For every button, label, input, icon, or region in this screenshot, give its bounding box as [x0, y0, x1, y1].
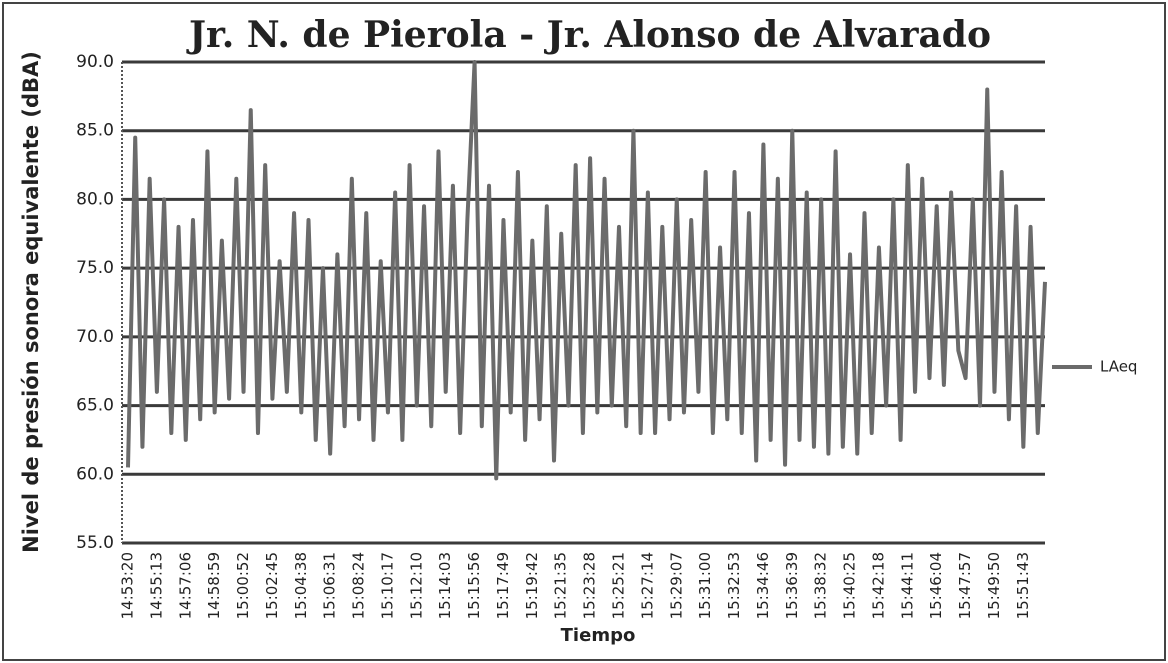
x-tick-label: 15:40:25	[841, 552, 859, 619]
y-tick-label: 90.0	[76, 52, 114, 72]
x-tick-label: 15:42:18	[869, 552, 887, 619]
x-axis-label: Tiempo	[561, 625, 636, 646]
y-tick-label: 80.0	[76, 189, 114, 209]
x-tick-label: 15:38:32	[812, 552, 830, 619]
legend-label: LAeq	[1100, 358, 1137, 376]
x-tick-label: 15:27:14	[638, 552, 656, 619]
y-tick-label: 75.0	[76, 258, 114, 278]
x-tick-label: 15:32:53	[725, 552, 743, 619]
chart-title: Jr. N. de Pierola - Jr. Alonso de Alvara…	[186, 14, 991, 56]
x-tick-label: 15:17:49	[494, 552, 512, 619]
y-tick-label: 60.0	[76, 464, 114, 484]
x-tick-label: 15:25:21	[609, 552, 627, 619]
y-tick-label: 55.0	[76, 533, 114, 553]
x-tick-label: 15:51:43	[1014, 552, 1032, 619]
x-tick-label: 15:02:45	[263, 552, 281, 619]
x-tick-label: 15:36:39	[783, 552, 801, 619]
x-tick-label: 15:21:35	[552, 552, 570, 619]
x-tick-label: 15:12:10	[407, 552, 425, 619]
y-tick-label: 85.0	[76, 121, 114, 141]
x-tick-label: 15:34:46	[754, 552, 772, 619]
x-tick-label: 15:49:50	[985, 552, 1003, 619]
y-tick-label: 70.0	[76, 327, 114, 347]
x-tick-label: 15:23:28	[581, 552, 599, 619]
x-tick-label: 14:55:13	[147, 552, 165, 619]
x-tick-label: 15:29:07	[667, 552, 685, 619]
x-tick-label: 15:15:56	[465, 552, 483, 619]
x-tick-label: 15:08:24	[350, 552, 368, 619]
data-line	[126, 60, 1047, 481]
x-tick-label: 15:31:00	[696, 552, 714, 619]
x-tick-label: 14:57:06	[176, 552, 194, 619]
x-tick-label: 15:06:31	[321, 552, 339, 619]
x-tick-label: 15:14:03	[436, 552, 454, 619]
x-tick-label: 15:19:42	[523, 552, 541, 619]
x-tick-label: 15:04:38	[292, 552, 310, 619]
x-tick-label: 15:47:57	[956, 552, 974, 619]
x-tick-label: 14:58:59	[205, 552, 223, 619]
x-tick-label: 14:53:20	[119, 552, 137, 619]
x-tick-label: 15:10:17	[378, 552, 396, 619]
y-tick-label: 65.0	[76, 396, 114, 416]
y-axis-label: Nivel de presión sonora equivalente (dBA…	[19, 51, 43, 553]
x-tick-label: 15:46:04	[927, 552, 945, 619]
x-tick-label: 15:44:11	[898, 552, 916, 619]
x-tick-label: 15:00:52	[234, 552, 252, 619]
